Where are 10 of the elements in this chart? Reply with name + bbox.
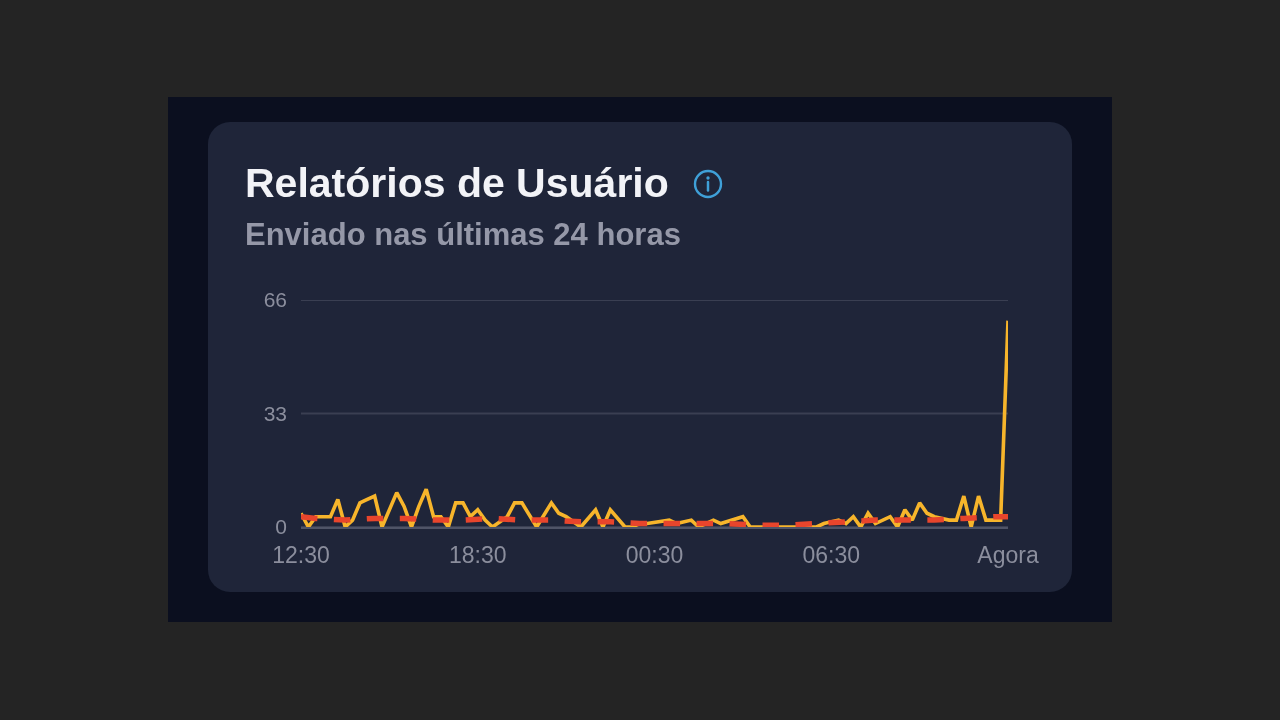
y-tick-label: 0 bbox=[275, 515, 287, 539]
x-tick-label: 12:30 bbox=[272, 541, 330, 568]
x-tick-label: 06:30 bbox=[802, 541, 861, 568]
chart-subtitle: Enviado nas últimas 24 horas bbox=[245, 217, 681, 252]
x-tick-label: Agora bbox=[977, 541, 1039, 568]
y-tick-label: 66 bbox=[263, 288, 287, 312]
chart-title: Relatórios de Usuário bbox=[245, 160, 669, 206]
y-tick-label: 33 bbox=[263, 401, 287, 425]
x-tick-label: 00:30 bbox=[625, 541, 684, 568]
x-tick-label: 18:30 bbox=[448, 541, 507, 568]
